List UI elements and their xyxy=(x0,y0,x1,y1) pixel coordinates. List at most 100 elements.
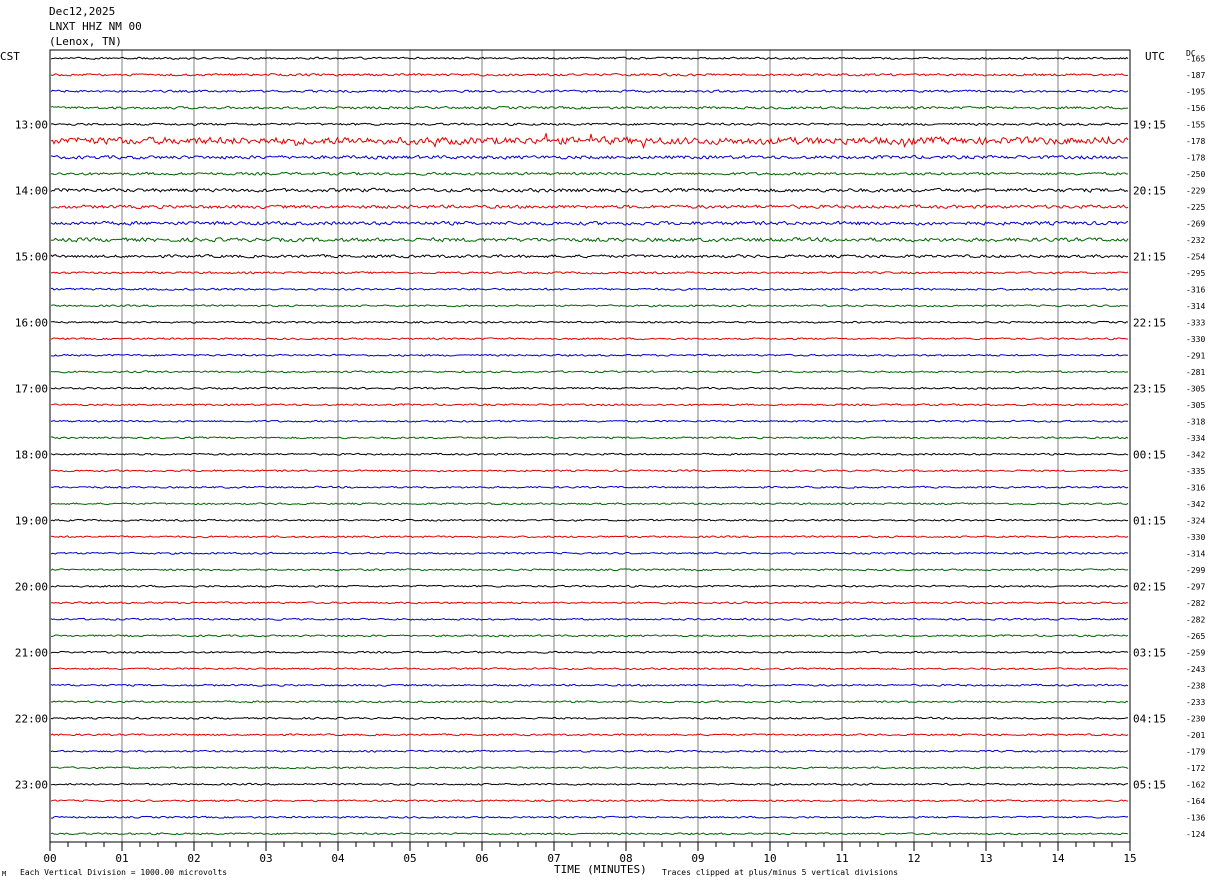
right-time-label: 19:15 xyxy=(1133,118,1166,131)
x-tick-label: 14 xyxy=(1051,852,1065,865)
dc-offset-value: -282 xyxy=(1186,599,1205,608)
left-time-label: 18:00 xyxy=(15,448,48,461)
dc-offset-value: -334 xyxy=(1186,434,1205,443)
dc-offset-value: -282 xyxy=(1186,615,1205,624)
dc-offset-value: -342 xyxy=(1186,500,1205,509)
dc-offset-value: -195 xyxy=(1186,87,1205,96)
dc-offset-value: -330 xyxy=(1186,533,1205,542)
dc-offset-header: DC xyxy=(1186,49,1196,58)
dc-offset-value: -316 xyxy=(1186,483,1205,492)
recording-date: Dec12,2025 xyxy=(49,5,116,18)
trace-row xyxy=(50,650,1129,654)
dc-offset-value: -243 xyxy=(1186,665,1205,674)
corner-mark: M xyxy=(2,870,7,878)
dc-offset-value: -250 xyxy=(1186,170,1205,179)
dc-offset-value: -281 xyxy=(1186,368,1205,377)
trace-row xyxy=(50,105,1129,110)
x-tick-label: 09 xyxy=(691,852,704,865)
trace-row xyxy=(50,716,1129,720)
x-tick-label: 10 xyxy=(763,852,776,865)
trace-row xyxy=(50,799,1129,803)
x-axis-ticks xyxy=(49,842,1131,851)
right-time-label: 01:15 xyxy=(1133,514,1166,527)
x-tick-label: 03 xyxy=(259,852,272,865)
left-time-label: 23:00 xyxy=(15,778,48,791)
left-time-label: 20:00 xyxy=(15,580,48,593)
dc-offset-value: -299 xyxy=(1186,566,1205,575)
x-tick-label: 02 xyxy=(187,852,200,865)
left-time-label: 21:00 xyxy=(15,646,48,659)
vertical-scale-note: Each Vertical Division = 1000.00 microvo… xyxy=(20,868,228,877)
dc-offset-value: -335 xyxy=(1186,467,1205,476)
x-axis-title: TIME (MINUTES) xyxy=(554,863,647,876)
dc-offset-value: -314 xyxy=(1186,549,1205,558)
left-time-label: 14:00 xyxy=(15,184,48,197)
right-time-label: 00:15 xyxy=(1133,448,1166,461)
trace-row xyxy=(50,353,1129,357)
trace-row xyxy=(50,304,1129,308)
dc-offset-value: -305 xyxy=(1186,401,1205,410)
trace-row xyxy=(50,204,1129,210)
trace-row xyxy=(50,419,1129,423)
trace-row xyxy=(50,187,1129,193)
dc-offset-value: -178 xyxy=(1186,137,1205,146)
station-code: LNXT HHZ NM 00 xyxy=(49,20,142,33)
x-tick-label: 08 xyxy=(619,852,632,865)
x-tick-label: 15 xyxy=(1123,852,1136,865)
trace-row xyxy=(50,403,1129,407)
trace-row xyxy=(50,832,1129,836)
clipping-note: Traces clipped at plus/minus 5 vertical … xyxy=(662,868,899,877)
trace-row xyxy=(50,237,1129,243)
axis-labels: 00 01 02 03 04 05 06 07 08 09 10 11 12 13 14 15 13:00 14:… xyxy=(15,54,1206,865)
trace-row xyxy=(50,700,1129,704)
trace-row xyxy=(50,386,1129,390)
dc-offset-value: -178 xyxy=(1186,153,1205,162)
x-tick-label: 04 xyxy=(331,852,345,865)
right-time-label: 21:15 xyxy=(1133,250,1166,263)
dc-offset-value: -179 xyxy=(1186,747,1205,756)
left-time-label: 15:00 xyxy=(15,250,48,263)
x-tick-label: 13 xyxy=(979,852,992,865)
dc-offset-value: -314 xyxy=(1186,302,1205,311)
minute-gridlines xyxy=(121,50,1059,842)
trace-row xyxy=(50,220,1129,226)
x-tick-label: 01 xyxy=(115,852,128,865)
dc-offset-value: -172 xyxy=(1186,764,1205,773)
dc-offset-value: -297 xyxy=(1186,582,1205,591)
dc-offset-value: -333 xyxy=(1186,318,1205,327)
dc-offset-value: -330 xyxy=(1186,335,1205,344)
dc-offset-value: -316 xyxy=(1186,285,1205,294)
seismic-traces xyxy=(50,56,1129,836)
dc-offset-value: -233 xyxy=(1186,698,1205,707)
dc-offset-value: -324 xyxy=(1186,516,1205,525)
trace-row xyxy=(50,320,1129,324)
trace-row xyxy=(50,584,1129,588)
dc-offset-value: -254 xyxy=(1186,252,1205,261)
trace-row xyxy=(50,337,1129,341)
right-time-label: 02:15 xyxy=(1133,580,1166,593)
x-tick-label: 06 xyxy=(475,852,488,865)
right-time-label: 04:15 xyxy=(1133,712,1166,725)
dc-offset-value: -269 xyxy=(1186,219,1205,228)
dc-offset-value: -295 xyxy=(1186,269,1205,278)
dc-offset-value: -318 xyxy=(1186,417,1205,426)
trace-row xyxy=(50,469,1129,473)
dc-offset-value: -291 xyxy=(1186,351,1205,360)
dc-offset-value: -230 xyxy=(1186,714,1205,723)
trace-row xyxy=(50,683,1129,687)
trace-row xyxy=(50,271,1129,275)
x-tick-label: 12 xyxy=(907,852,920,865)
trace-row xyxy=(50,733,1129,737)
dc-offset-value: -187 xyxy=(1186,71,1205,80)
dc-offset-value: -156 xyxy=(1186,104,1205,113)
plot-frame xyxy=(49,49,1131,843)
dc-offset-value: -225 xyxy=(1186,203,1205,212)
dc-offset-value: -229 xyxy=(1186,186,1205,195)
left-timezone-label: CST xyxy=(0,50,20,63)
trace-row xyxy=(50,436,1129,440)
trace-row xyxy=(50,254,1129,259)
dc-offset-value: -162 xyxy=(1186,780,1205,789)
trace-row xyxy=(50,452,1129,456)
left-time-label: 19:00 xyxy=(15,514,48,527)
